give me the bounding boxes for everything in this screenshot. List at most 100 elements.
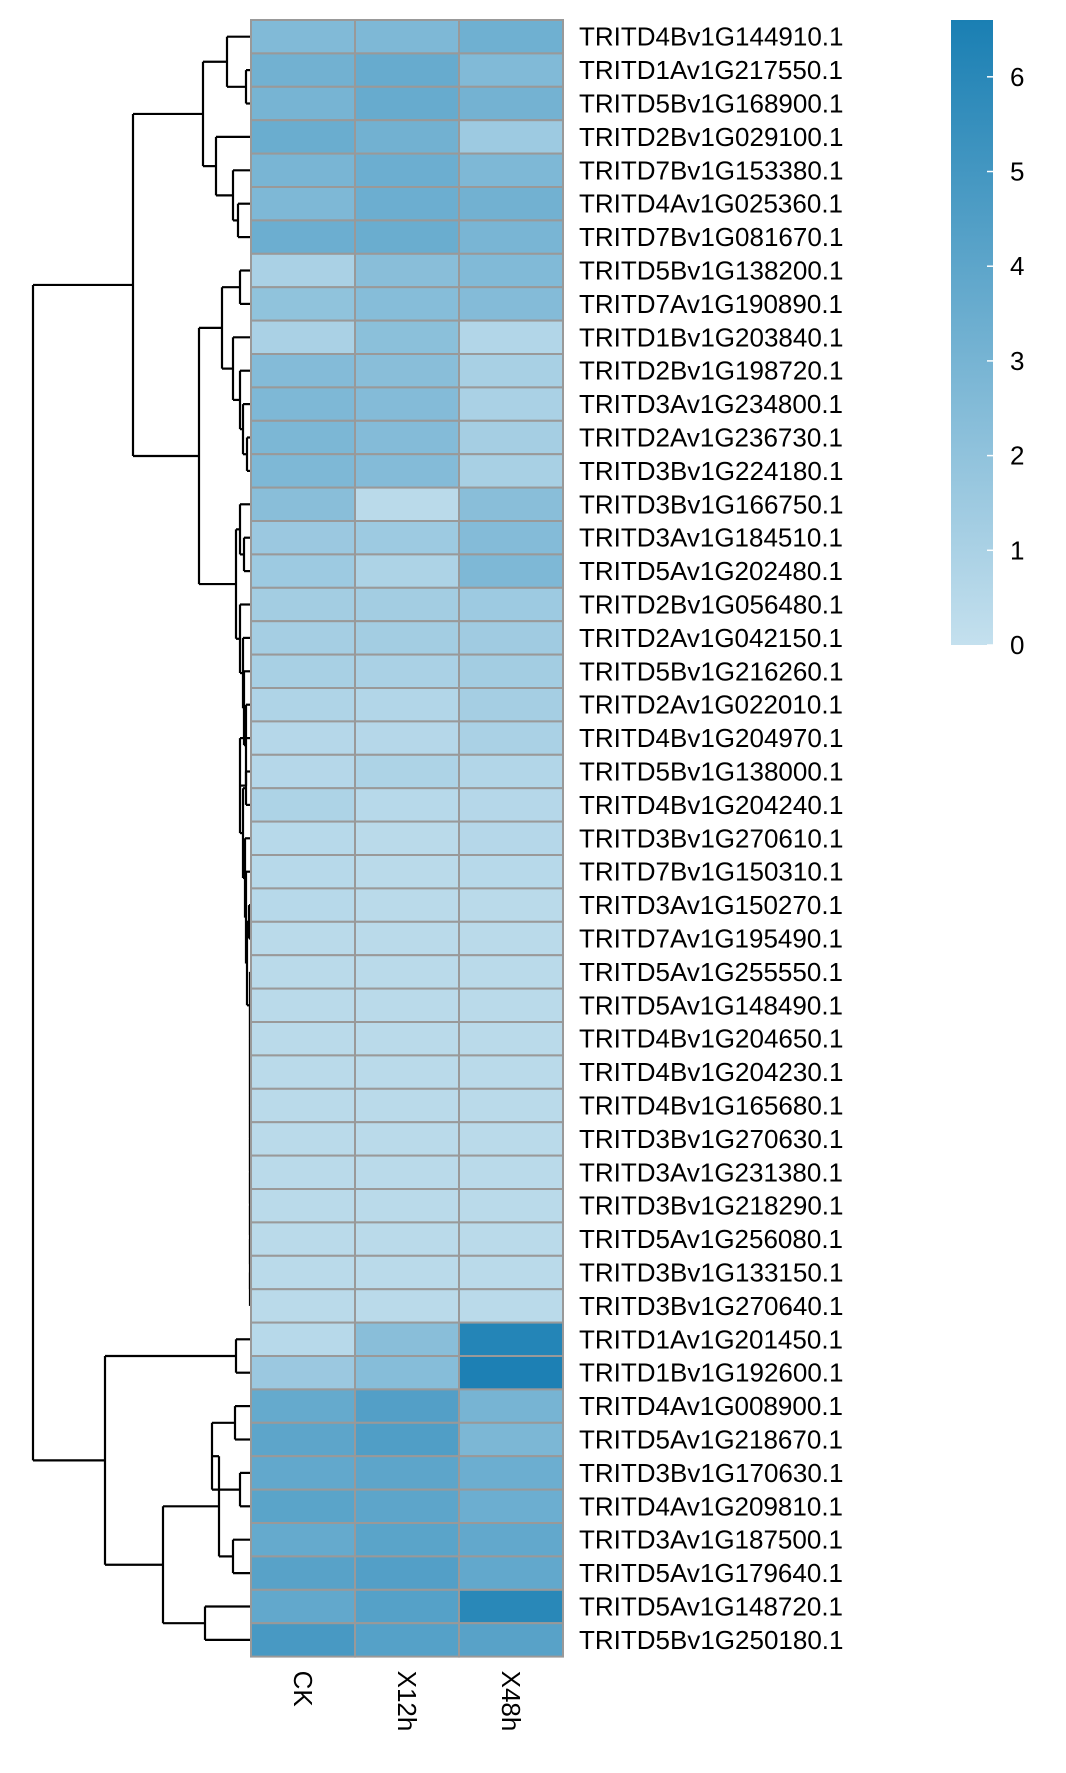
row-label: TRITD4Bv1G204970.1 bbox=[579, 723, 843, 753]
heatmap-cell bbox=[458, 1588, 564, 1625]
row-label: TRITD5Av1G179640.1 bbox=[579, 1558, 843, 1588]
heatmap-cell bbox=[250, 1321, 356, 1357]
heatmap-cell bbox=[250, 286, 356, 322]
heatmap-cell bbox=[354, 753, 460, 790]
heatmap-cell bbox=[458, 987, 564, 1023]
heatmap-cell bbox=[250, 119, 356, 155]
heatmap-cell bbox=[458, 1254, 564, 1291]
heatmap-cell bbox=[354, 520, 460, 556]
row-label: TRITD3Av1G150270.1 bbox=[579, 890, 843, 920]
heatmap-cell bbox=[354, 353, 460, 389]
legend-tick-label: 0 bbox=[1010, 630, 1024, 660]
heatmap-cell bbox=[458, 887, 564, 923]
row-label: TRITD2Bv1G029100.1 bbox=[579, 122, 843, 152]
heatmap-cell bbox=[354, 1288, 460, 1324]
heatmap-cell bbox=[250, 586, 356, 623]
heatmap-cell bbox=[458, 920, 564, 957]
row-label: TRITD3Bv1G270630.1 bbox=[579, 1124, 843, 1154]
heatmap-cell bbox=[354, 1455, 460, 1491]
legend-tick-label: 5 bbox=[1010, 157, 1024, 187]
heatmap-cell bbox=[354, 787, 460, 823]
heatmap-cell bbox=[458, 1121, 564, 1157]
heatmap-cell bbox=[250, 653, 356, 689]
heatmap-cell bbox=[458, 1455, 564, 1491]
row-label: TRITD1Av1G201450.1 bbox=[579, 1324, 843, 1354]
heatmap-cell bbox=[250, 820, 356, 856]
heatmap-cell bbox=[250, 954, 356, 990]
heatmap-cell bbox=[354, 1254, 460, 1291]
heatmap-cell bbox=[354, 52, 460, 88]
column-label: X48h bbox=[496, 1671, 526, 1732]
legend-tick-label: 2 bbox=[1010, 441, 1024, 471]
heatmap-cell bbox=[458, 787, 564, 823]
row-label: TRITD5Av1G148490.1 bbox=[579, 990, 843, 1020]
heatmap-cell bbox=[458, 219, 564, 255]
heatmap-cell bbox=[458, 1555, 564, 1591]
heatmap-cell bbox=[354, 1087, 460, 1124]
heatmap-cell bbox=[250, 1488, 356, 1524]
heatmap-cell bbox=[458, 186, 564, 222]
row-label: TRITD5Av1G218670.1 bbox=[579, 1425, 843, 1455]
heatmap-cell bbox=[354, 119, 460, 155]
heatmap-cell bbox=[354, 687, 460, 723]
row-label: TRITD3Bv1G166750.1 bbox=[579, 489, 843, 519]
row-label: TRITD2Av1G042150.1 bbox=[579, 623, 843, 653]
heatmap-cell bbox=[458, 1288, 564, 1324]
row-label: TRITD7Av1G195490.1 bbox=[579, 924, 843, 954]
row-label: TRITD3Bv1G170630.1 bbox=[579, 1458, 843, 1488]
heatmap-cell bbox=[458, 753, 564, 790]
heatmap-cell bbox=[354, 1421, 460, 1458]
heatmap-cell bbox=[250, 887, 356, 923]
heatmap-cell bbox=[354, 1188, 460, 1224]
heatmap-cell bbox=[458, 820, 564, 856]
row-label: TRITD7Bv1G150310.1 bbox=[579, 857, 843, 887]
heatmap-cell bbox=[354, 920, 460, 957]
heatmap-cell bbox=[354, 1054, 460, 1090]
row-label: TRITD4Av1G209810.1 bbox=[579, 1491, 843, 1521]
heatmap-cell bbox=[354, 987, 460, 1023]
heatmap-cell bbox=[458, 854, 564, 890]
row-label: TRITD7Bv1G081670.1 bbox=[579, 222, 843, 252]
heatmap-cell bbox=[354, 486, 460, 523]
heatmap-cell bbox=[458, 586, 564, 623]
heatmap-cell bbox=[354, 19, 460, 55]
heatmap-cell bbox=[250, 152, 356, 189]
heatmap-cell bbox=[458, 553, 564, 589]
row-dendrogram bbox=[31, 35, 252, 1641]
row-label: TRITD5Bv1G168900.1 bbox=[579, 89, 843, 119]
heatmap-cell bbox=[354, 820, 460, 856]
heatmap-cell bbox=[458, 1087, 564, 1124]
heatmap-cell bbox=[354, 1321, 460, 1357]
heatmap-cell bbox=[250, 19, 356, 55]
heatmap-cell bbox=[250, 1355, 356, 1391]
heatmap-cell bbox=[458, 19, 564, 55]
heatmap-cell bbox=[250, 1288, 356, 1324]
heatmap-cell bbox=[354, 1355, 460, 1391]
column-label: X12h bbox=[392, 1671, 422, 1732]
heatmap-cell bbox=[458, 720, 564, 756]
heatmap-cell bbox=[354, 186, 460, 222]
row-label: TRITD4Bv1G204240.1 bbox=[579, 790, 843, 820]
heatmap-cell bbox=[354, 720, 460, 756]
row-label: TRITD3Av1G184510.1 bbox=[579, 523, 843, 553]
legend-tick-label: 1 bbox=[1010, 535, 1024, 565]
heatmap-cell bbox=[250, 319, 356, 356]
row-label: TRITD5Bv1G138000.1 bbox=[579, 757, 843, 787]
row-label: TRITD2Bv1G056480.1 bbox=[579, 590, 843, 620]
row-label: TRITD5Av1G148720.1 bbox=[579, 1592, 843, 1622]
heatmap-cell bbox=[250, 1555, 356, 1591]
heatmap-cell bbox=[250, 252, 356, 289]
row-label: TRITD3Bv1G133150.1 bbox=[579, 1258, 843, 1288]
heatmap-cell bbox=[250, 1221, 356, 1257]
heatmap-cell bbox=[354, 152, 460, 189]
heatmap-cell bbox=[354, 252, 460, 289]
heatmap-cell bbox=[458, 1622, 564, 1658]
heatmap-cell bbox=[458, 1154, 564, 1190]
column-labels: CK X12h X48h bbox=[288, 1671, 526, 1732]
heatmap-cell bbox=[250, 386, 356, 422]
heatmap-cell bbox=[250, 920, 356, 957]
heatmap-cell bbox=[458, 1054, 564, 1090]
row-label: TRITD5Bv1G138200.1 bbox=[579, 256, 843, 286]
row-label: TRITD7Av1G190890.1 bbox=[579, 289, 843, 319]
